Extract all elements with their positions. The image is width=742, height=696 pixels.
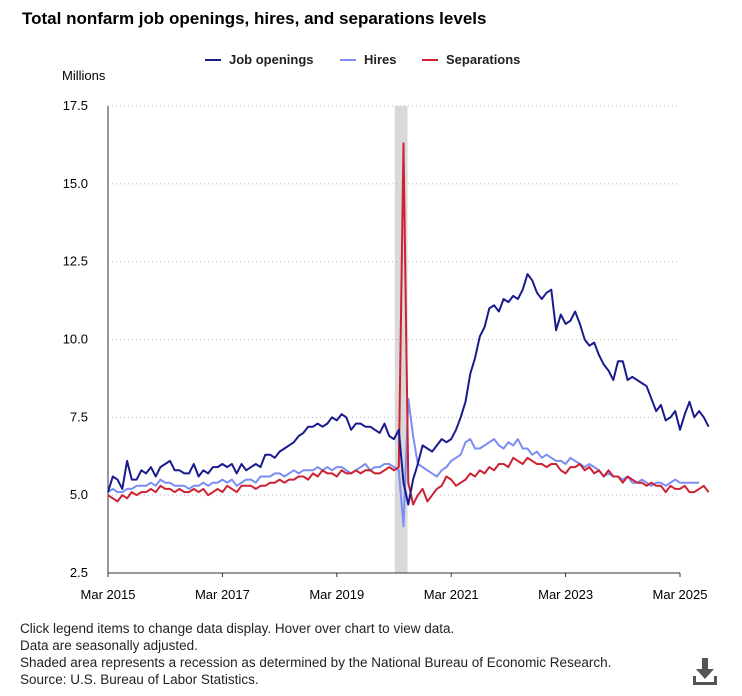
note-source: Source: U.S. Bureau of Labor Statistics.: [20, 672, 259, 687]
series-line-separations: [107, 142, 710, 506]
series-line-job-openings: [107, 273, 710, 506]
x-tick-label: Mar 2025: [653, 587, 708, 602]
x-tick-label: Mar 2015: [81, 587, 136, 602]
x-tick-label: Mar 2023: [538, 587, 593, 602]
y-tick-label: 7.5: [70, 409, 88, 424]
y-tick-label: 2.5: [70, 565, 88, 580]
y-tick-label: 10.0: [63, 332, 88, 347]
y-tick-label: 5.0: [70, 487, 88, 502]
note-recession: Shaded area represents a recession as de…: [20, 655, 612, 670]
x-tick-label: Mar 2021: [424, 587, 479, 602]
chart-title: Total nonfarm job openings, hires, and s…: [22, 9, 487, 28]
download-icon[interactable]: [692, 656, 718, 686]
x-tick-label: Mar 2017: [195, 587, 250, 602]
legend-swatch-hires: [340, 58, 356, 61]
legend-label-separations: Separations: [446, 52, 521, 67]
chart-plot-area[interactable]: 2.5 5.0 7.5 10.0 12.5 15.0 17.5 Mar 2015 Mar 201…: [0, 0, 742, 615]
legend-item-separations[interactable]: Separations: [422, 52, 520, 67]
legend-swatch-job-openings: [205, 58, 221, 61]
legend-swatch-separations: [422, 58, 438, 61]
legend-label-hires: Hires: [364, 52, 397, 67]
y-tick-label: 12.5: [63, 254, 88, 269]
chart-notes: Click legend items to change data displa…: [20, 620, 611, 688]
note-instructions: Click legend items to change data displa…: [20, 621, 455, 636]
note-seasonal: Data are seasonally adjusted.: [20, 638, 198, 653]
y-axis-unit-label: Millions: [62, 68, 106, 83]
legend-item-job-openings[interactable]: Job openings: [205, 52, 314, 67]
y-tick-label: 17.5: [63, 98, 88, 113]
y-tick-label: 15.0: [63, 176, 88, 191]
chart-legend: Job openings Hires Separations: [0, 52, 742, 72]
legend-label-job-openings: Job openings: [229, 52, 314, 67]
x-tick-label: Mar 2019: [309, 587, 364, 602]
legend-item-hires[interactable]: Hires: [340, 52, 397, 67]
